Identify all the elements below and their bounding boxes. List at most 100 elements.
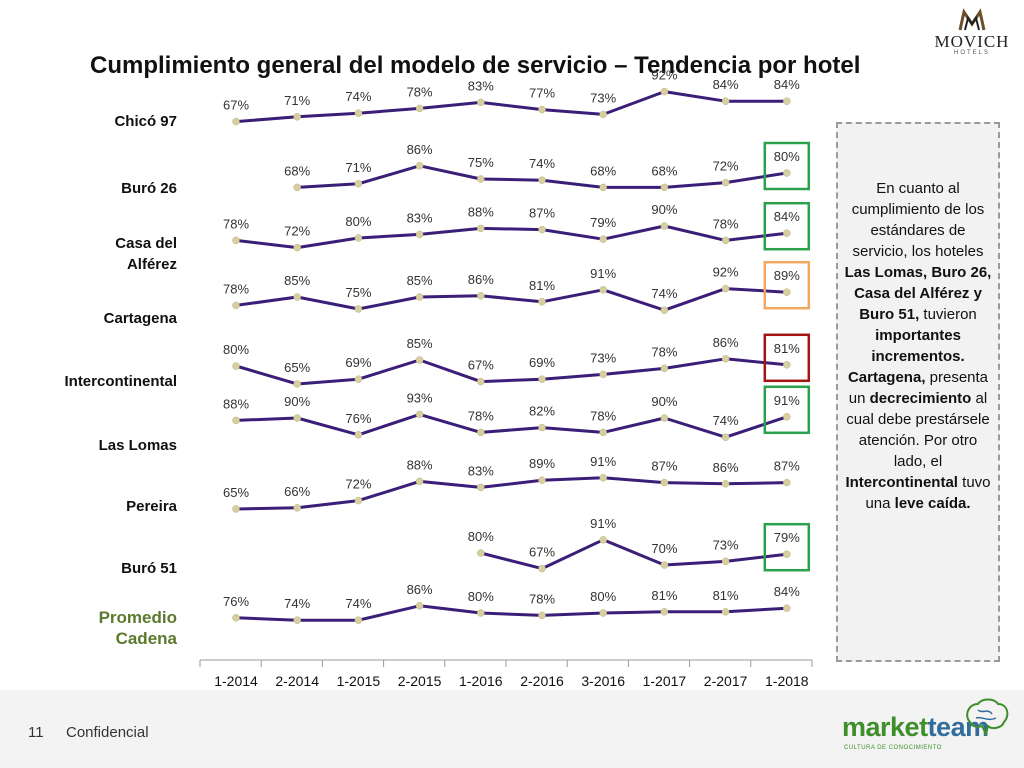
x-tick-label: 1-2014 <box>214 673 258 689</box>
data-label: 86% <box>407 582 433 597</box>
data-label: 72% <box>284 224 310 239</box>
data-label: 80% <box>590 589 616 604</box>
data-point <box>354 431 363 439</box>
note-t5: tuvo una <box>865 474 991 512</box>
data-label: 81% <box>774 341 800 356</box>
data-label: 79% <box>774 530 800 545</box>
data-label: 76% <box>345 411 371 426</box>
data-point <box>660 364 669 373</box>
highlight-box <box>763 385 811 435</box>
data-point <box>538 611 546 620</box>
data-point <box>721 433 730 441</box>
data-label: 77% <box>529 86 555 101</box>
data-point <box>232 416 240 425</box>
hotel-label: Alférez <box>127 256 177 273</box>
logo-brand: MOVICH <box>934 32 1010 51</box>
data-label: 71% <box>345 160 371 175</box>
data-label: 74% <box>345 596 371 611</box>
data-point <box>415 293 424 301</box>
data-point <box>232 614 240 622</box>
data-label: 73% <box>590 90 616 105</box>
data-label: 83% <box>468 78 494 93</box>
note-t2: tuvieron <box>919 306 977 323</box>
data-label: 81% <box>713 588 739 603</box>
data-point <box>721 557 730 566</box>
data-label: 74% <box>529 156 555 171</box>
data-point <box>538 225 546 234</box>
data-label: 71% <box>284 93 310 108</box>
brand-part1: market <box>842 712 928 742</box>
data-point <box>599 183 607 192</box>
data-point <box>721 284 730 293</box>
data-point <box>660 87 669 96</box>
data-point <box>232 117 240 126</box>
series-line <box>480 538 787 571</box>
data-label: 80% <box>223 342 249 357</box>
insight-text: En cuanto al cumplimiento de los estánda… <box>844 178 992 514</box>
data-point <box>293 293 301 301</box>
data-label: 80% <box>345 214 371 229</box>
data-label: 92% <box>713 265 739 280</box>
data-label: 67% <box>468 358 494 373</box>
data-point <box>354 496 363 505</box>
data-point <box>354 109 363 117</box>
x-tick-label: 2-2016 <box>520 673 564 689</box>
x-tick-label: 1-2017 <box>643 673 687 689</box>
data-point <box>477 98 485 107</box>
hotel-label: Buró 26 <box>121 180 177 197</box>
data-point <box>599 609 607 617</box>
data-label: 78% <box>223 216 249 231</box>
note-t1: En cuanto al cumplimiento de los estánda… <box>851 180 985 260</box>
data-point <box>783 288 791 296</box>
data-point <box>721 97 730 105</box>
data-label: 84% <box>774 77 800 92</box>
data-label: 83% <box>407 210 433 225</box>
data-point <box>783 550 791 558</box>
data-point <box>232 301 240 310</box>
data-label: 74% <box>284 596 310 611</box>
data-point <box>721 480 730 488</box>
data-label: 80% <box>774 149 800 164</box>
data-point <box>599 235 607 243</box>
brain-icon <box>966 698 1009 736</box>
hotel-label: Cartagena <box>104 310 178 327</box>
data-label: 67% <box>223 98 249 113</box>
data-point <box>783 604 791 612</box>
data-label: 88% <box>223 396 249 411</box>
data-point <box>660 222 669 230</box>
series-line <box>235 412 788 439</box>
data-label: 78% <box>651 344 677 359</box>
note-t3: presenta un <box>848 369 989 407</box>
data-label: 73% <box>713 537 739 552</box>
x-tick-label: 1-2018 <box>765 673 809 689</box>
data-label: 68% <box>651 163 677 178</box>
hotel-label: Promedio <box>99 608 177 627</box>
data-point <box>783 361 791 369</box>
data-label: 78% <box>407 84 433 99</box>
data-label: 67% <box>529 545 555 560</box>
data-label: 90% <box>284 394 310 409</box>
data-label: 89% <box>774 268 800 283</box>
data-point <box>660 414 669 422</box>
series-line <box>235 357 787 386</box>
data-point <box>232 505 240 513</box>
footer-band <box>0 690 1024 768</box>
data-point <box>477 428 485 437</box>
data-point <box>538 298 546 306</box>
data-label: 82% <box>529 404 555 419</box>
data-label: 91% <box>774 393 800 408</box>
data-label: 78% <box>713 216 739 231</box>
data-point <box>599 286 607 294</box>
data-point <box>293 616 301 624</box>
insight-note: En cuanto al cumplimiento de los estánda… <box>836 122 1000 662</box>
data-label: 80% <box>468 589 494 604</box>
data-label: 86% <box>713 335 739 350</box>
data-label: 89% <box>529 456 555 471</box>
data-point <box>232 362 240 370</box>
note-b1: Las Lomas, Buro 26, Casa del Alférez y B… <box>844 264 992 323</box>
data-point <box>721 355 730 363</box>
data-point <box>783 413 791 421</box>
series-line <box>235 476 787 511</box>
data-label: 65% <box>223 485 249 500</box>
data-label: 76% <box>223 594 249 609</box>
